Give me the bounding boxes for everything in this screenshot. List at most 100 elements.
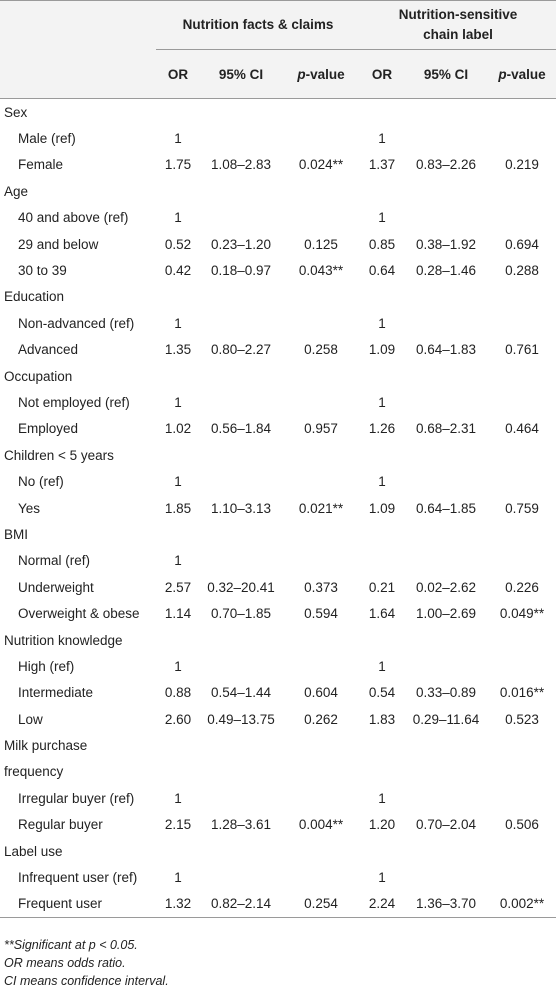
- cell-or2: 0.85: [368, 236, 396, 252]
- cell-ci1: 0.23–1.20: [210, 236, 272, 252]
- cell-p1: [282, 759, 360, 785]
- cell-ci1: [200, 310, 282, 336]
- cell-or1: 1: [174, 131, 182, 147]
- cell-or1: 1: [174, 210, 182, 226]
- cell-or2: 1.83: [368, 711, 396, 727]
- cell-p2: 0.761: [505, 342, 539, 358]
- cell-ci2: [404, 732, 488, 758]
- table-row: Male (ref) 1 1: [0, 125, 556, 151]
- cell-ci2: 0.83–2.26: [416, 157, 477, 173]
- table-body: Sex Male (ref) 1 1 Female 1.75 1.08–2.83 0.024*…: [0, 99, 556, 918]
- cell-p1: 0.373: [304, 579, 338, 595]
- group-header-row: Nutrition facts & claims Nutrition-sensi…: [0, 0, 556, 50]
- cell-ci2: 0.29–11.64: [412, 711, 480, 727]
- cell-ci2: [404, 363, 488, 389]
- cell-ci1: 0.32–20.41: [207, 579, 275, 595]
- cell-p1: [282, 363, 360, 389]
- cell-ci2: 0.68–2.31: [416, 421, 477, 437]
- cell-ci1: 0.70–1.85: [210, 606, 272, 622]
- cell-p1: 0.594: [304, 606, 338, 622]
- column-header-row: OR 95% CI p-value OR 95% CI p-value: [0, 49, 556, 99]
- cell-ci2: 0.02–2.62: [416, 579, 477, 595]
- table-row: Overweight & obese 1.14 0.70–1.85 0.594 1.64…: [0, 600, 556, 626]
- cell-ci1: [200, 178, 282, 204]
- cell-or2: [360, 548, 404, 574]
- cell-p2: [488, 178, 556, 204]
- cell-ci1: [200, 389, 282, 415]
- cell-ci1: [200, 864, 282, 890]
- cell-or2: 0.21: [368, 579, 396, 595]
- category-row: Children < 5 years: [0, 442, 556, 468]
- cell-or2: [360, 442, 404, 468]
- cell-ci2: [404, 864, 488, 890]
- cell-p1: [282, 864, 360, 890]
- col-header-or-1: OR: [156, 49, 200, 99]
- footnote-text: < 0.05.: [95, 938, 138, 952]
- table-row: Low 2.60 0.49–13.75 0.262 1.83 0.29–11.64 0.52…: [0, 706, 556, 732]
- cell-or2: 1.64: [368, 606, 396, 622]
- cell-ci1: [200, 468, 282, 494]
- cell-ci1: 1.28–3.61: [210, 817, 272, 833]
- table-row: Advanced 1.35 0.80–2.27 0.258 1.09 0.64–1.83 0…: [0, 337, 556, 363]
- row-label: Employed: [18, 421, 79, 437]
- cell-ci1: [200, 99, 282, 126]
- cell-or1: 1: [174, 870, 182, 886]
- cell-or2: 1: [378, 210, 386, 226]
- p-suffix: -value: [305, 66, 345, 82]
- cell-p1: [282, 389, 360, 415]
- cell-p1: [282, 785, 360, 811]
- table-row: Frequent user 1.32 0.82–2.14 0.254 2.24 1.36–…: [0, 891, 556, 918]
- col-header-ci-1: 95% CI: [200, 49, 282, 99]
- cell-or2: [360, 627, 404, 653]
- cell-p2: 0.288: [505, 263, 539, 279]
- cell-ci1: 1.10–3.13: [210, 500, 272, 516]
- cell-or1: [156, 363, 200, 389]
- empty-header-cell: [0, 1, 156, 50]
- cell-p2: [488, 521, 556, 547]
- table-row: Yes 1.85 1.10–3.13 0.021** 1.09 0.64–1.85 0.75…: [0, 495, 556, 521]
- cell-or2: 0.64: [368, 263, 396, 279]
- cell-p2: 0.226: [505, 579, 539, 595]
- cell-p2: [488, 468, 556, 494]
- cell-ci2: [404, 178, 488, 204]
- cell-ci2: [404, 785, 488, 811]
- cell-p2: [488, 125, 556, 151]
- cell-p1: [282, 125, 360, 151]
- cell-ci1: [200, 548, 282, 574]
- cell-or1: 1.35: [164, 342, 192, 358]
- row-label: Frequent user: [18, 896, 103, 912]
- cell-p2: [488, 838, 556, 864]
- footnote-significance: **Significant at p < 0.05.: [4, 936, 169, 954]
- category-label: frequency: [4, 764, 64, 780]
- footnote-var: p: [88, 938, 96, 952]
- cell-p2: [488, 310, 556, 336]
- cell-ci2: [404, 759, 488, 785]
- cell-or2: 1.26: [368, 421, 396, 437]
- row-label: 40 and above (ref): [18, 210, 129, 226]
- cell-or2: 1: [378, 870, 386, 886]
- cell-or2: [360, 284, 404, 310]
- cell-ci2: [404, 653, 488, 679]
- cell-p2: 0.049**: [499, 606, 545, 622]
- footnote-or: OR means odds ratio.: [4, 956, 126, 970]
- col-header-p-1: p-value: [282, 49, 361, 99]
- cell-ci2: [404, 521, 488, 547]
- col-header-or-2: OR: [360, 49, 405, 99]
- category-row: frequency: [0, 759, 556, 785]
- cell-or1: 1.85: [164, 500, 192, 516]
- cell-p1: [282, 838, 360, 864]
- cell-or2: 1: [378, 474, 386, 490]
- cell-or1: 2.15: [164, 817, 192, 833]
- table-row: No (ref) 1 1: [0, 468, 556, 494]
- cell-p1: 0.024**: [298, 157, 344, 173]
- row-label: Advanced: [18, 342, 79, 358]
- cell-ci2: 1.36–3.70: [416, 896, 477, 912]
- table-row: Not employed (ref) 1 1: [0, 389, 556, 415]
- cell-ci2: [404, 389, 488, 415]
- footnote-ci: CI means confidence interval.: [4, 974, 169, 988]
- row-label: Normal (ref): [18, 553, 91, 569]
- cell-ci2: 0.28–1.46: [416, 263, 477, 279]
- category-row: Nutrition knowledge: [0, 627, 556, 653]
- cell-or1: 1.02: [164, 421, 192, 437]
- cell-ci2: [404, 548, 488, 574]
